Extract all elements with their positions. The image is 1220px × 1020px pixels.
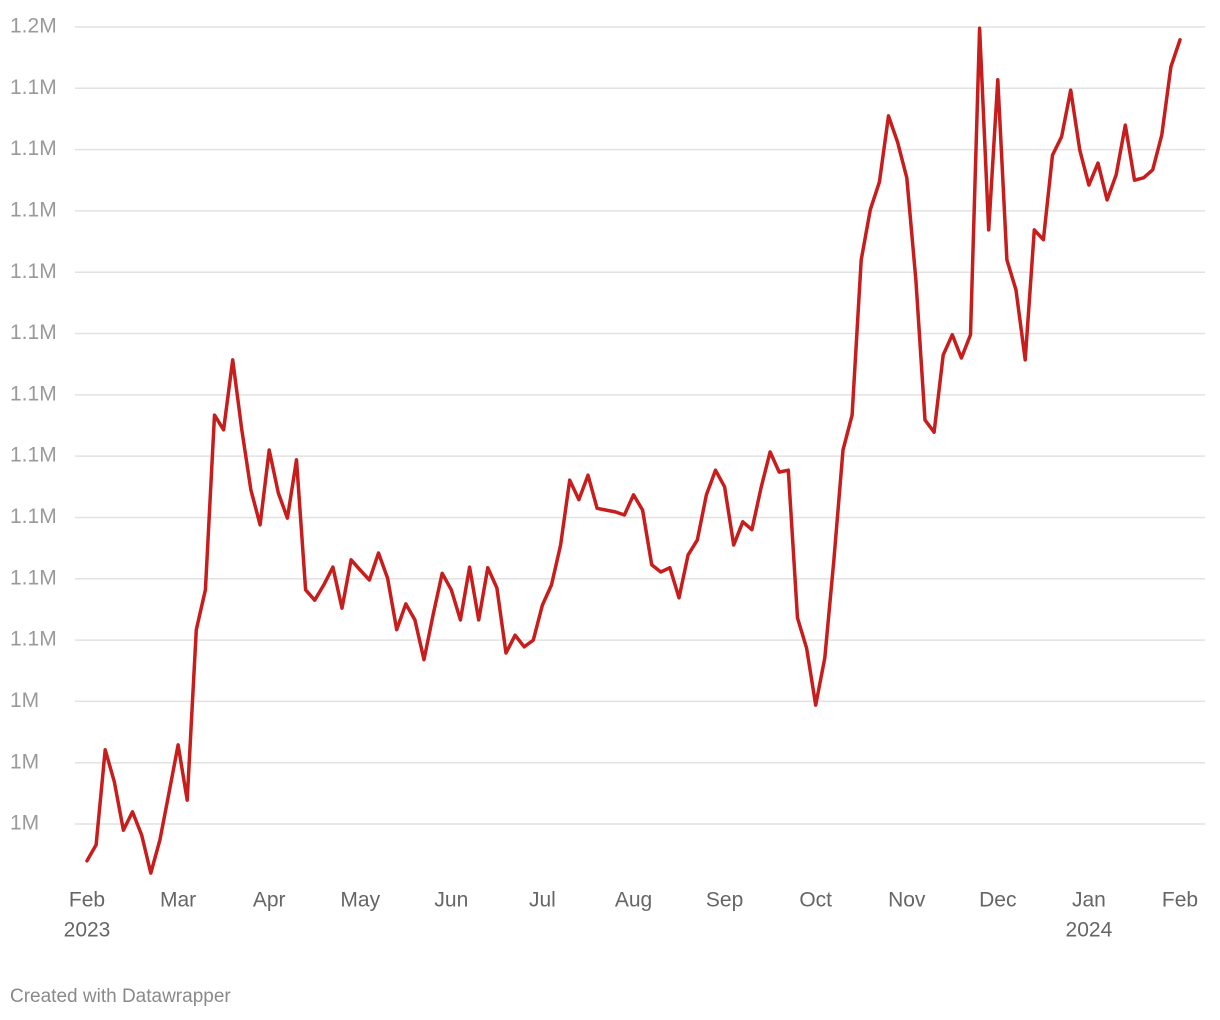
y-tick-label: 1.1M	[10, 260, 57, 283]
x-tick-label: Feb	[69, 889, 105, 912]
y-tick-label: 1M	[10, 689, 39, 712]
y-tick-label: 1.1M	[10, 505, 57, 528]
x-tick-label: Nov	[888, 889, 926, 912]
x-tick-label: Aug	[615, 889, 652, 912]
x-tick-label: Apr	[253, 889, 286, 912]
y-tick-label: 1.2M	[10, 15, 57, 38]
y-tick-label: 1M	[10, 812, 39, 835]
y-tick-label: 1.1M	[10, 321, 57, 344]
y-tick-label: 1.1M	[10, 566, 57, 589]
x-tick-label: Mar	[160, 889, 196, 912]
y-tick-label: 1.1M	[10, 198, 57, 221]
x-tick-label: Feb	[1162, 889, 1198, 912]
x-tick-label: May	[340, 889, 380, 912]
y-tick-label: 1.1M	[10, 382, 57, 405]
x-tick-label: Jan	[1072, 889, 1106, 912]
y-tick-label: 1M	[10, 750, 39, 773]
x-tick-label: Dec	[979, 889, 1016, 912]
y-tick-label: 1.1M	[10, 137, 57, 160]
x-tick-label: Jun	[434, 889, 468, 912]
x-tick-label: Sep	[706, 889, 743, 912]
x-tick-label: Oct	[799, 889, 832, 912]
y-tick-label: 1.1M	[10, 76, 57, 99]
x-tick-label: Jul	[529, 889, 556, 912]
footer: Created with Datawrapper	[10, 986, 231, 1007]
y-tick-label: 1.1M	[10, 628, 57, 651]
x-year-label: 2023	[64, 919, 111, 942]
y-tick-label: 1.1M	[10, 444, 57, 467]
line	[85, 26, 1182, 875]
x-year-label: 2024	[1066, 919, 1113, 942]
